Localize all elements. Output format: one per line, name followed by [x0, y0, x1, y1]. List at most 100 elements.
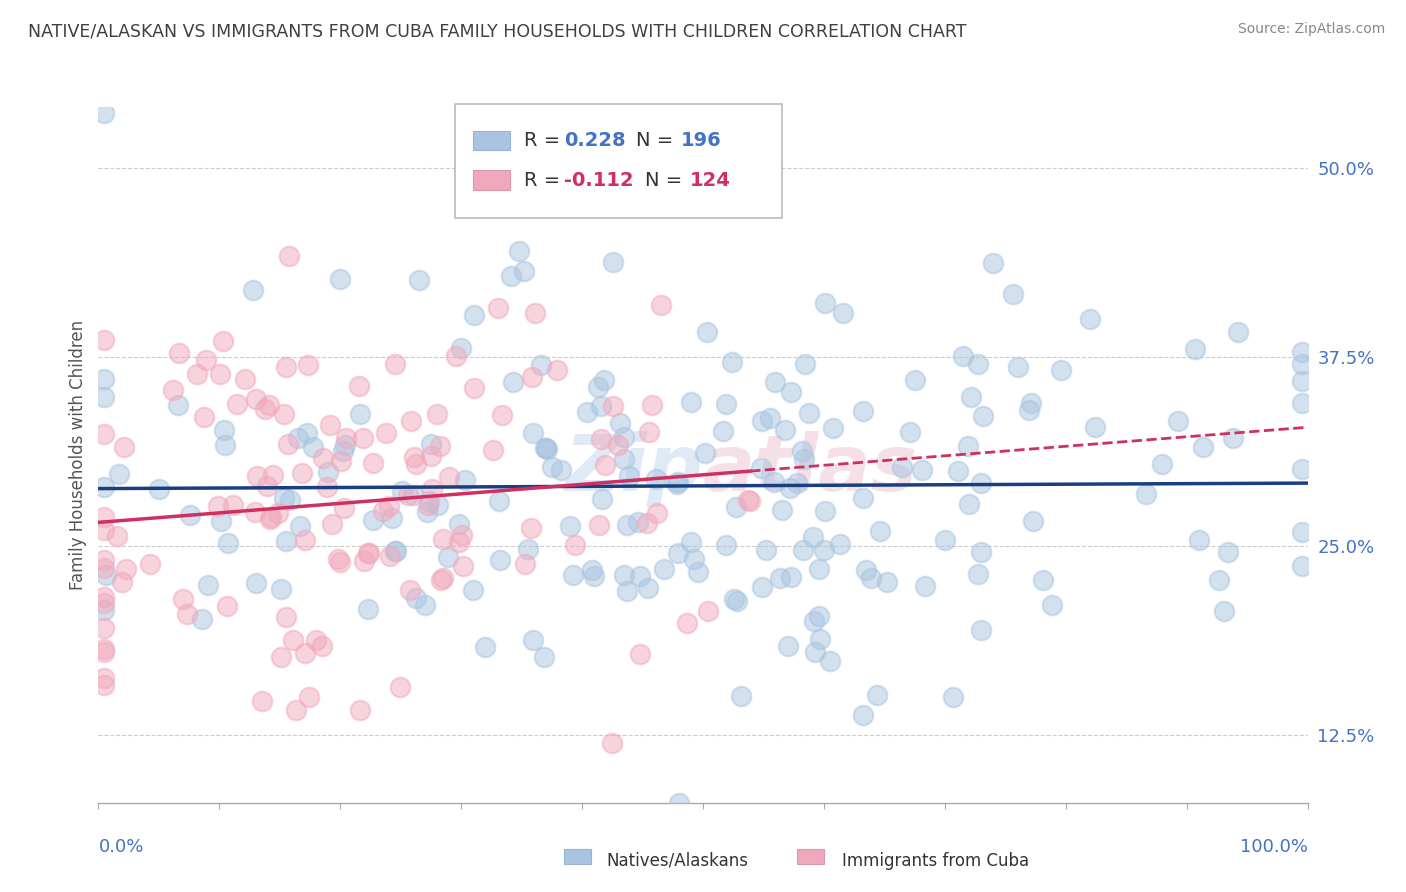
Point — [575, 405, 598, 419]
Point — [384, 544, 406, 558]
Point — [105, 529, 128, 543]
Point — [591, 492, 613, 507]
Point — [869, 524, 891, 539]
Point — [730, 689, 752, 703]
Point — [297, 358, 319, 372]
Point — [291, 467, 314, 481]
Point — [530, 358, 553, 372]
Point — [93, 596, 115, 610]
Point — [420, 437, 443, 451]
Point — [1019, 395, 1042, 409]
Point — [488, 494, 510, 508]
Point — [779, 482, 801, 496]
FancyBboxPatch shape — [456, 103, 782, 219]
Point — [167, 398, 190, 412]
Point — [449, 516, 471, 531]
Point — [115, 562, 138, 576]
Point — [740, 494, 762, 508]
Point — [519, 521, 541, 535]
Point — [278, 250, 301, 264]
Point — [1291, 374, 1313, 388]
Point — [215, 599, 238, 614]
Point — [437, 549, 460, 564]
Point — [769, 571, 792, 585]
Point — [546, 363, 568, 377]
Point — [357, 546, 380, 560]
Point — [347, 378, 370, 392]
Point — [162, 383, 184, 397]
Point — [1084, 420, 1107, 434]
Point — [93, 333, 115, 347]
Point — [404, 450, 426, 464]
FancyBboxPatch shape — [474, 170, 509, 190]
Point — [246, 469, 269, 483]
Point — [946, 464, 969, 478]
Point — [713, 424, 735, 438]
Point — [696, 325, 718, 339]
Point — [808, 609, 831, 624]
Point — [167, 346, 190, 360]
Point — [616, 517, 638, 532]
Point — [652, 562, 675, 576]
Point — [627, 515, 650, 529]
Point — [803, 614, 825, 628]
Point — [588, 380, 610, 394]
Point — [396, 488, 419, 502]
Point — [311, 639, 333, 653]
Point — [522, 425, 544, 440]
Point — [780, 385, 803, 400]
Point — [1192, 440, 1215, 454]
Text: -0.112: -0.112 — [564, 170, 634, 190]
Text: atlas: atlas — [703, 431, 918, 507]
Point — [285, 703, 308, 717]
Point — [378, 549, 401, 563]
Point — [533, 650, 555, 665]
Point — [581, 563, 603, 577]
Point — [333, 438, 356, 452]
Point — [762, 475, 785, 490]
Point — [972, 409, 994, 424]
Point — [405, 591, 427, 606]
Point — [697, 604, 720, 618]
Point — [589, 400, 612, 414]
Point — [801, 530, 824, 544]
Point — [852, 708, 875, 723]
FancyBboxPatch shape — [797, 848, 824, 864]
Point — [288, 518, 311, 533]
Point — [451, 558, 474, 573]
Point — [172, 592, 194, 607]
Point — [758, 410, 780, 425]
Point — [723, 591, 745, 606]
Point — [281, 633, 304, 648]
Text: 124: 124 — [690, 170, 731, 190]
Point — [520, 370, 543, 384]
Point — [262, 467, 284, 482]
Point — [319, 418, 342, 433]
FancyBboxPatch shape — [564, 848, 591, 864]
Point — [217, 536, 239, 550]
Point — [898, 425, 921, 440]
Point — [416, 505, 439, 519]
Point — [93, 561, 115, 575]
Point — [194, 353, 217, 368]
Point — [560, 519, 582, 533]
Point — [207, 499, 229, 513]
Point — [294, 533, 316, 548]
Point — [1040, 599, 1063, 613]
Text: 100.0%: 100.0% — [1240, 838, 1308, 855]
Point — [1184, 342, 1206, 356]
Point — [391, 483, 413, 498]
Point — [481, 442, 503, 457]
Point — [349, 702, 371, 716]
Point — [335, 431, 357, 445]
Point — [93, 552, 115, 566]
Point — [353, 554, 375, 568]
Point — [93, 390, 115, 404]
Text: Zip: Zip — [564, 431, 703, 507]
Point — [111, 575, 134, 590]
Point — [329, 271, 352, 285]
Point — [418, 494, 440, 508]
Point — [444, 349, 467, 363]
Point — [751, 581, 773, 595]
Point — [389, 680, 412, 694]
